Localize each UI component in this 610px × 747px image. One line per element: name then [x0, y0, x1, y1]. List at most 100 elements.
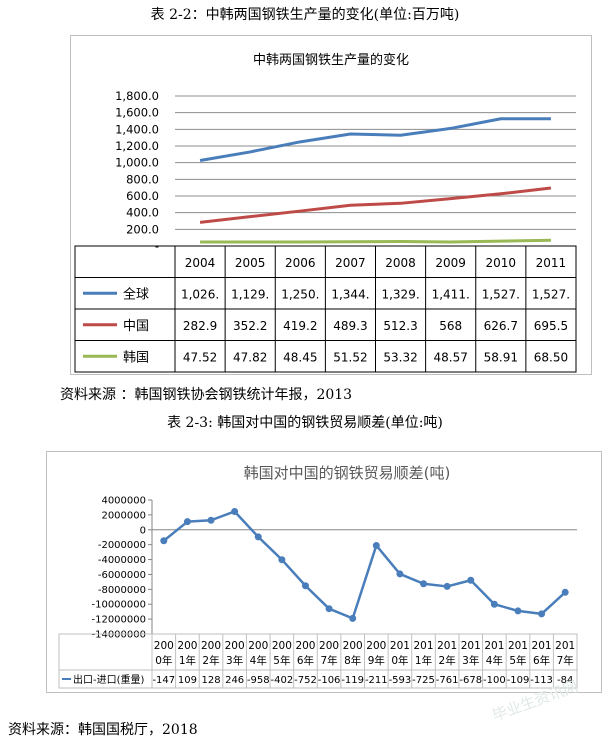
chart1-x-label: 2006 [285, 256, 316, 270]
chart1-y-tick: 1,800.0 [115, 89, 159, 103]
chart2-x-label: 200 [319, 640, 339, 652]
chart1-x-label: 2009 [435, 256, 466, 270]
chart1-data-cell: 58.91 [484, 350, 518, 364]
chart2-point [183, 518, 191, 526]
chart1-y-tick: 1,600.0 [115, 106, 159, 120]
chart2-point [514, 607, 522, 615]
chart2-x-label: 200 [343, 640, 363, 652]
chart2-x-label: 201 [437, 640, 457, 652]
chart1-series-line-1 [199, 186, 552, 224]
chart1-y-tick: 200.0 [126, 222, 159, 236]
chart2-point [278, 556, 286, 564]
chart1-title: 中韩两国钢铁生产量的变化 [253, 52, 409, 68]
chart2-point [490, 600, 498, 608]
chart2-point [349, 614, 357, 622]
chart2-x-label: 201 [555, 640, 575, 652]
chart1-y-tick: 800.0 [126, 172, 159, 186]
table-2-3-caption: 表 2-3: 韩国对中国的钢铁贸易顺差(单位:吨) [167, 415, 443, 431]
chart1-data-cell: 48.45 [283, 350, 317, 364]
chart2-y-tick: -4000000 [98, 555, 146, 566]
chart1-x-label: 2011 [536, 256, 567, 270]
chart1-y-tick: 400.0 [126, 206, 159, 220]
chart1-data-cell: 419.2 [283, 319, 317, 333]
chart2-x-label: 200 [177, 640, 197, 652]
chart2-data-cell: -725 [412, 675, 435, 686]
source-note-2: 资料来源：韩国国税厅，2018 [8, 722, 198, 738]
chart1-data-cell: 47.52 [183, 350, 217, 364]
chart2-x-label: 2年 [439, 654, 456, 667]
chart2-x-label: 2年 [202, 654, 219, 667]
chart2-point [231, 507, 239, 515]
chart2-x-label: 200 [295, 640, 315, 652]
chart1-data-cell: 51.52 [333, 350, 367, 364]
chart2-title: 韩国对中国的钢铁贸易顺差(吨) [244, 464, 451, 482]
chart1-x-label: 2008 [385, 256, 416, 270]
chart2-point [420, 580, 428, 588]
chart2-x-label: 200 [201, 640, 221, 652]
chart2-data-cell: 246 [225, 675, 244, 686]
chart2-x-label: 0年 [155, 654, 172, 667]
chart2-point [254, 533, 262, 541]
chart1-data-cell: 68.50 [534, 350, 568, 364]
chart2-x-label: 7年 [320, 654, 337, 667]
chart2-legend-label: 出口-进口(重量) [73, 673, 145, 686]
chart2-x-label: 200 [272, 640, 292, 652]
chart1-data-cell: 1,411. [432, 287, 470, 301]
chart2-data-cell: -593 [389, 675, 412, 686]
chart2-point [160, 537, 168, 545]
chart2-x-label: 201 [532, 640, 552, 652]
chart2-y-tick: 4000000 [101, 496, 146, 507]
chart2-data-cell: 128 [201, 675, 220, 686]
chart2-x-label: 6年 [533, 654, 550, 667]
chart2-y-tick: -8000000 [98, 585, 146, 596]
chart2-x-label: 200 [225, 640, 245, 652]
chart2-data-cell: -106 [318, 675, 341, 686]
chart2-y-tick: -2000000 [98, 540, 146, 551]
chart2-data-cell: -109 [507, 675, 530, 686]
table-2-2-caption: 表 2-2：中韩两国钢铁生产量的变化(单位:百万吨) [150, 7, 460, 23]
chart1-data-cell: 1,250. [281, 287, 319, 301]
chart2-x-label: 201 [484, 640, 504, 652]
chart2-point [325, 605, 333, 613]
chart2-point [372, 541, 380, 549]
chart2-y-tick: -10000000 [91, 600, 146, 611]
chart1-data-cell: 512.3 [383, 319, 417, 333]
chart2-y-tick: -12000000 [91, 615, 146, 626]
chart1-data-cell: 695.5 [534, 319, 568, 333]
chart2-x-label: 6年 [297, 654, 314, 667]
chart1-x-label: 2007 [335, 256, 366, 270]
chart2-x-label: 8年 [344, 654, 361, 667]
chart2-data-cell: -761 [436, 675, 459, 686]
chart2-point [207, 516, 215, 524]
chart1-data-cell: 1,527. [482, 287, 520, 301]
chart2-x-label: 200 [366, 640, 386, 652]
chart2-data-cell: -211 [365, 675, 388, 686]
chart2-y-tick: -6000000 [98, 570, 146, 581]
chart1-data-cell: 1,329. [381, 287, 419, 301]
chart1-y-tick: 1,200.0 [115, 139, 159, 153]
chart1-series-line-0 [199, 117, 551, 162]
chart1-data-cell: 1,026. [181, 287, 219, 301]
chart2-point [443, 582, 451, 590]
chart1-x-label: 2010 [486, 256, 517, 270]
chart2-data-cell: -119 [341, 675, 364, 686]
chart2-y-tick: 0 [140, 525, 146, 536]
chart1-data-cell: 47.82 [233, 350, 267, 364]
chart2-data-cell: -147 [152, 675, 175, 686]
chart2-series-line [163, 510, 567, 620]
chart2-x-label: 9年 [368, 654, 385, 667]
chart1-data-cell: 1,129. [231, 287, 269, 301]
chart2-x-label: 4年 [486, 654, 503, 667]
chart1-y-tick: 600.0 [126, 189, 159, 203]
steel-production-chart: 中韩两国钢铁生产量的变化 1,800.0 1,600.0 1,400.0 1,200.0… [70, 35, 592, 375]
chart2-point [467, 576, 475, 584]
chart2-data-cell: -752 [294, 675, 317, 686]
chart2-x-label: 201 [461, 640, 481, 652]
chart1-y-tick: 1,400.0 [115, 122, 159, 136]
chart1-legend-label: 全球 [123, 286, 149, 302]
chart2-x-label: 1年 [415, 654, 432, 667]
chart2-data-cell: -100 [483, 675, 506, 686]
chart2-x-label: 3年 [462, 654, 479, 667]
source-note-1: 资料来源 ：韩国钢铁协会钢铁统计年报，2013 [60, 387, 353, 403]
chart2-data-cell: -84 [557, 675, 573, 686]
